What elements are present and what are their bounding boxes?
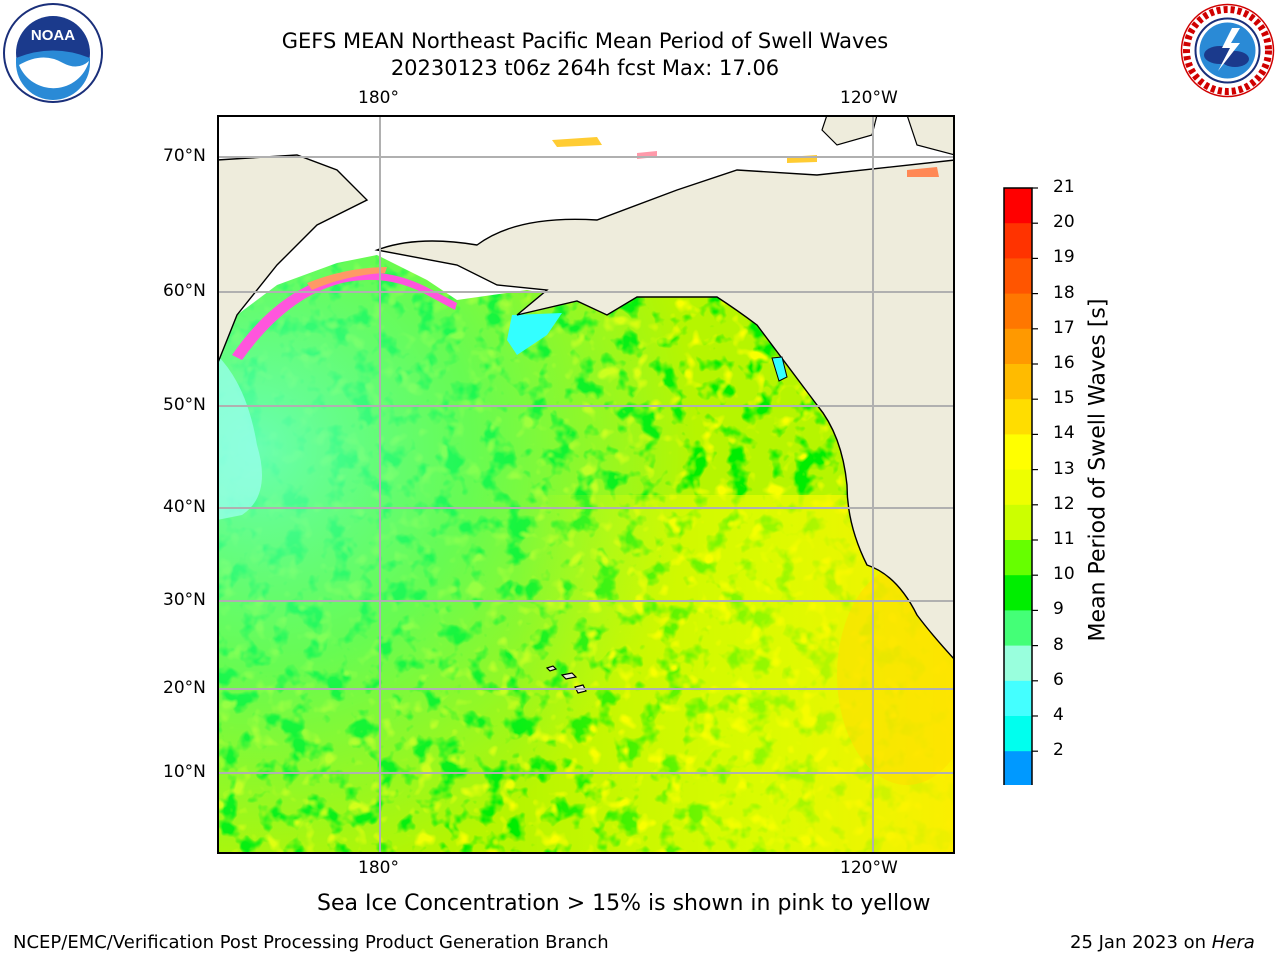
- swell-period-map: [217, 115, 955, 854]
- colorbar-segment: [1004, 258, 1032, 295]
- colorbar-tick-label: 18: [1053, 282, 1075, 303]
- footer-machine: Hera: [1211, 932, 1255, 953]
- colorbar-tick-label: 16: [1053, 353, 1075, 373]
- lat-label-70n: 70°N: [163, 146, 206, 166]
- sea-ice-speck: [907, 167, 939, 177]
- lat-label-30n: 30°N: [163, 590, 206, 610]
- colorbar-tick-label: 21: [1053, 177, 1075, 197]
- colorbar-segment: [1004, 469, 1032, 506]
- colorbar-tick-label: 8: [1053, 634, 1064, 655]
- lon-label-bottom-180: 180°: [358, 858, 399, 878]
- footer-date-text: 25 Jan 2023 on: [1070, 932, 1207, 953]
- colorbar-tick-label: 17: [1053, 317, 1075, 338]
- colorbar-segment: [1004, 540, 1032, 576]
- colorbar-segment: [1004, 610, 1032, 647]
- lat-label-40n: 40°N: [163, 497, 206, 517]
- colorbar-tick-label: 6: [1053, 669, 1064, 690]
- colorbar-segment: [1004, 575, 1032, 611]
- arctic-island: [821, 115, 878, 146]
- colorbar-tick-label: 20: [1053, 212, 1075, 233]
- colorbar-segment: [1004, 399, 1032, 435]
- lat-label-10n: 10°N: [163, 762, 206, 782]
- chart-title: GEFS MEAN Northeast Pacific Mean Period …: [281, 29, 889, 53]
- colorbar-tick-label: 12: [1053, 493, 1075, 514]
- colorbar-segment: [1004, 293, 1032, 330]
- colorbar-tick-label: 14: [1053, 423, 1075, 444]
- colorbar-segment: [1004, 504, 1032, 541]
- lon-label-bottom-120w: 120°W: [840, 858, 898, 878]
- swell-period-cyan-patch: [217, 355, 262, 520]
- north-america-landmass: [374, 159, 955, 662]
- colorbar-tick-label: 2: [1053, 740, 1064, 761]
- lat-label-50n: 50°N: [163, 395, 206, 415]
- colorbar-tick-label: 9: [1053, 599, 1064, 620]
- colorbar-tick-label: 10: [1053, 564, 1075, 585]
- colorbar-tick-label: 11: [1053, 529, 1075, 549]
- footer-credit: NCEP/EMC/Verification Post Processing Pr…: [13, 932, 609, 953]
- map-frame: [217, 115, 955, 854]
- arctic-island: [906, 115, 955, 156]
- colorbar-segment: [1004, 751, 1032, 785]
- colorbar-segment: [1004, 328, 1032, 365]
- noaa-logo-icon: NOAA: [3, 3, 103, 103]
- svg-text:NOAA: NOAA: [31, 27, 75, 44]
- vancouver-island: [771, 356, 788, 382]
- colorbar-tick-label: 13: [1053, 458, 1075, 479]
- colorbar-segment: [1004, 364, 1032, 400]
- sea-ice-edge-orange: [307, 267, 387, 290]
- colorbar-segment: [1004, 434, 1032, 471]
- colorbar-label: Mean Period of Swell Waves [s]: [1085, 298, 1111, 642]
- chart-subtitle: 20230123 t06z 264h fcst Max: 17.06: [390, 56, 780, 80]
- gulf-cyan-patch: [507, 313, 562, 355]
- colorbar: [1003, 187, 1038, 785]
- hawaii-islands: [545, 665, 587, 694]
- colorbar-segment: [1004, 645, 1032, 682]
- sea-ice-edge: [232, 272, 457, 360]
- colorbar-tick-label: 19: [1053, 247, 1075, 268]
- colorbar-tick-label: 15: [1053, 388, 1075, 409]
- lon-label-top-180: 180°: [358, 88, 399, 108]
- nws-logo-icon: [1180, 3, 1275, 98]
- colorbar-segment: [1004, 716, 1032, 752]
- lat-label-60n: 60°N: [163, 281, 206, 301]
- footer-date: 25 Jan 2023 on Hera: [1070, 932, 1255, 953]
- sea-ice-caption: Sea Ice Concentration > 15% is shown in …: [317, 891, 931, 916]
- lon-label-top-120w: 120°W: [840, 88, 898, 108]
- colorbar-tick-label: 4: [1053, 705, 1064, 725]
- siberia-landmass: [217, 154, 369, 366]
- colorbar-segment: [1004, 188, 1032, 224]
- colorbar-segment: [1004, 223, 1032, 259]
- lat-label-20n: 20°N: [163, 678, 206, 698]
- graticule: [217, 115, 955, 854]
- sea-ice-speck: [552, 137, 602, 147]
- colorbar-segment: [1004, 680, 1032, 717]
